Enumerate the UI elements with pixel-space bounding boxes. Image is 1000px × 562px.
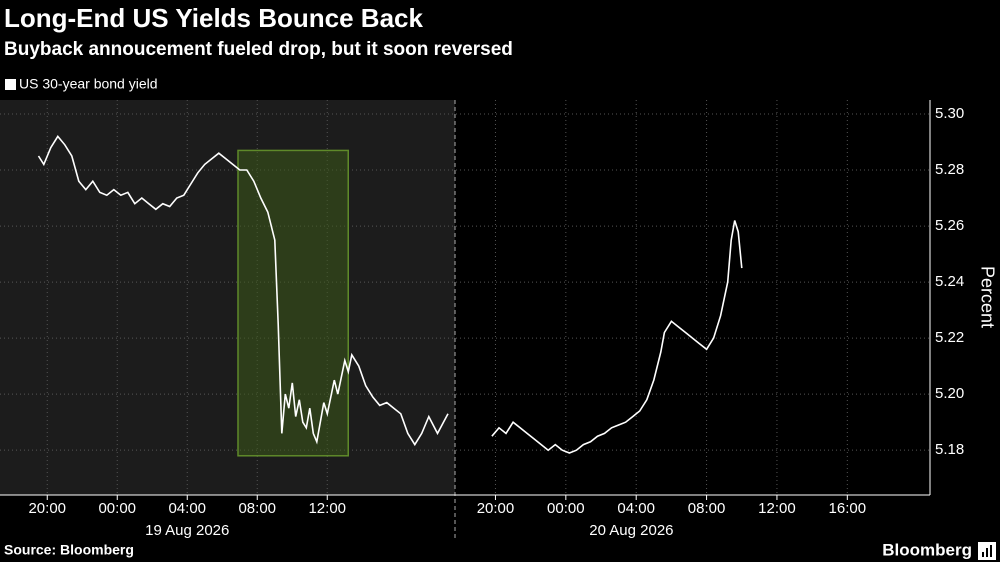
highlight-box: [237, 149, 349, 457]
source: Source: Bloomberg: [4, 542, 134, 558]
series-line: [491, 220, 743, 454]
x-tick-label: 00:00: [547, 500, 585, 517]
x-tick-label: 08:00: [238, 500, 276, 517]
panel-background: [0, 100, 455, 495]
x-tick-label: 04:00: [617, 500, 655, 517]
x-tick-label: 12:00: [758, 500, 796, 517]
y-tick-label: 5.20: [935, 385, 964, 402]
x-tick-label: 12:00: [308, 500, 346, 517]
y-tick-label: 5.28: [935, 161, 964, 178]
series-line: [37, 135, 449, 447]
chart-subtitle: Buyback annoucement fueled drop, but it …: [4, 39, 513, 60]
y-tick-label: 5.24: [935, 273, 964, 290]
y-tick-label: 5.26: [935, 217, 964, 234]
date-label: 20 Aug 2026: [589, 522, 673, 539]
x-tick-label: 04:00: [168, 500, 206, 517]
date-label: 19 Aug 2026: [145, 522, 229, 539]
legend-swatch: [5, 79, 16, 90]
y-tick-label: 5.30: [935, 105, 964, 122]
x-tick-label: 00:00: [98, 500, 136, 517]
y-tick-label: 5.18: [935, 441, 964, 458]
y-tick-label: 5.22: [935, 329, 964, 346]
legend-label: US 30-year bond yield: [19, 76, 158, 92]
x-tick-label: 08:00: [688, 500, 726, 517]
brand-icon: [978, 542, 996, 560]
chart-title: Long-End US Yields Bounce Back: [4, 3, 423, 33]
x-tick-label: 20:00: [477, 500, 515, 517]
x-tick-label: 20:00: [28, 500, 66, 517]
brand: Bloomberg: [882, 540, 972, 559]
panel-background: [455, 100, 930, 495]
x-tick-label: 16:00: [829, 500, 867, 517]
y-axis-label: Percent: [977, 266, 997, 328]
